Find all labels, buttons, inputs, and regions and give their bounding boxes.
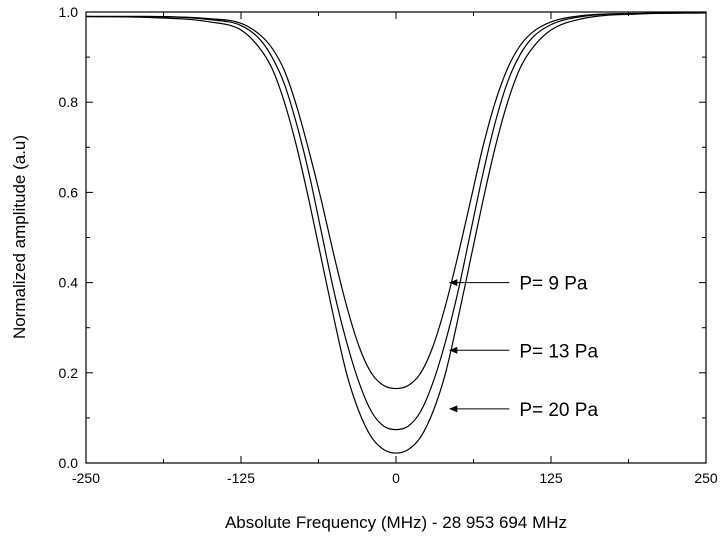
axis-ticks: -250 -125 0 125 250 0.0 0.2 0.4 0.6 0.8 1.0 <box>59 4 718 486</box>
x-tick-label: -250 <box>72 470 100 486</box>
y-tick-label: 0.0 <box>59 455 79 471</box>
annotation-label: P= 13 Pa <box>519 341 598 362</box>
annotations-group: P= 9 Pa P= 13 Pa P= 20 Pa <box>449 274 598 421</box>
y-tick-label: 0.4 <box>59 275 79 291</box>
x-tick-label: -125 <box>227 470 255 486</box>
y-tick-label: 0.8 <box>59 94 79 110</box>
x-axis-title: Absolute Frequency (MHz) - 28 953 694 MH… <box>225 513 567 532</box>
y-axis-title: Normalized amplitude (a.u) <box>10 135 29 339</box>
x-tick-label: 250 <box>694 470 718 486</box>
series-line-2 <box>86 12 707 431</box>
x-tick-label: 125 <box>539 470 563 486</box>
annotation-arrow-head <box>449 346 458 354</box>
y-tick-label: 0.2 <box>59 365 79 381</box>
plot-frame <box>85 11 707 464</box>
annotation-arrow-head <box>449 405 458 413</box>
x-tick-label: 0 <box>392 470 400 486</box>
annotation-label: P= 20 Pa <box>519 400 598 421</box>
annotation-label: P= 9 Pa <box>519 274 588 295</box>
annotation-arrow-head <box>449 279 458 287</box>
series-group <box>85 12 707 454</box>
y-tick-label: 1.0 <box>59 4 79 20</box>
y-tick-label: 0.6 <box>59 184 79 200</box>
series-line-1 <box>86 12 707 390</box>
series-line-3 <box>85 12 707 454</box>
